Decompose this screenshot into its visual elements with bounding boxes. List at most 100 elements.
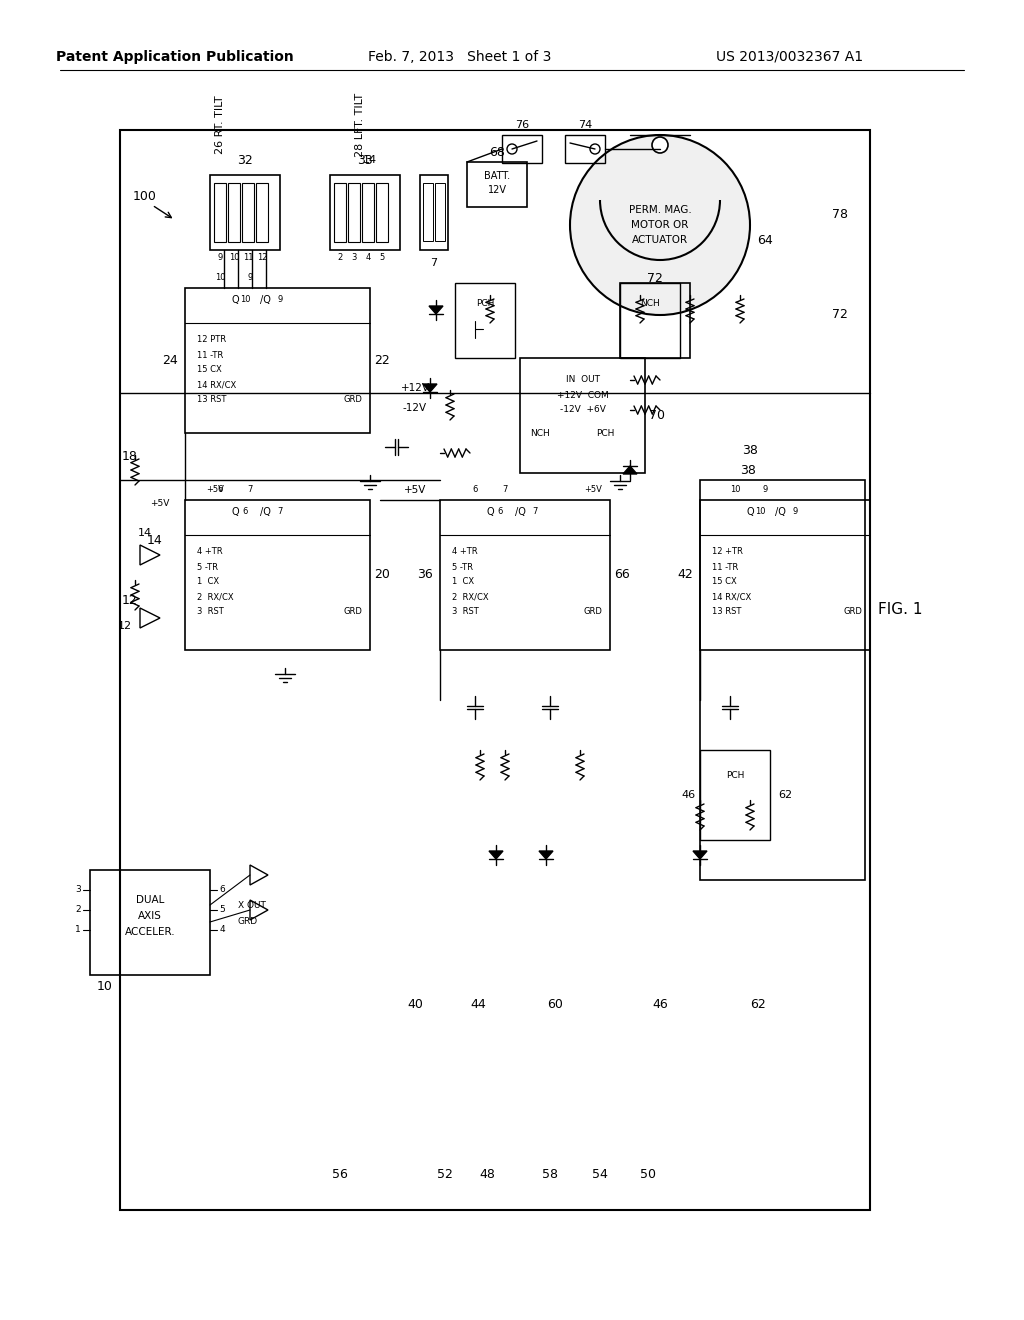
- Text: 1  CX: 1 CX: [197, 578, 219, 586]
- Text: 26 RT. TILT: 26 RT. TILT: [215, 95, 225, 154]
- Text: 2  RX/CX: 2 RX/CX: [452, 593, 488, 602]
- Text: 10: 10: [215, 273, 225, 282]
- Text: 50: 50: [640, 1168, 656, 1181]
- Text: 70: 70: [649, 409, 665, 422]
- Text: 78: 78: [831, 209, 848, 222]
- Bar: [620, 282, 690, 358]
- Text: 5 -TR: 5 -TR: [197, 562, 218, 572]
- Bar: [700, 500, 870, 649]
- Text: FIG. 1: FIG. 1: [878, 602, 923, 618]
- Polygon shape: [489, 851, 503, 859]
- Text: 58: 58: [542, 1168, 558, 1181]
- Bar: [185, 288, 370, 433]
- Bar: [502, 135, 542, 162]
- Text: +12V  COM: +12V COM: [557, 391, 608, 400]
- Text: PCH: PCH: [726, 771, 744, 780]
- Bar: [90, 870, 210, 975]
- Text: 18: 18: [122, 450, 138, 463]
- Text: 24: 24: [162, 354, 178, 367]
- Text: 7: 7: [532, 507, 538, 516]
- Text: NCH: NCH: [530, 429, 550, 437]
- Text: Q: Q: [746, 507, 754, 517]
- Text: 62: 62: [778, 789, 792, 800]
- Bar: [362, 183, 374, 242]
- Text: 10: 10: [730, 486, 740, 495]
- Text: 12: 12: [122, 594, 138, 606]
- Bar: [228, 183, 240, 242]
- Text: 7: 7: [278, 507, 283, 516]
- Text: 14: 14: [362, 154, 377, 165]
- Text: 12 +TR: 12 +TR: [712, 548, 742, 557]
- Text: 42: 42: [677, 569, 693, 582]
- Text: GRD: GRD: [343, 607, 362, 616]
- Text: 9: 9: [278, 296, 283, 305]
- Text: 7: 7: [430, 257, 437, 268]
- Bar: [376, 183, 388, 242]
- Text: 14 RX/CX: 14 RX/CX: [712, 593, 752, 602]
- Text: 72: 72: [833, 309, 848, 322]
- Text: +5V: +5V: [151, 499, 170, 507]
- Text: 32: 32: [238, 153, 253, 166]
- Bar: [435, 183, 445, 242]
- Text: 68: 68: [489, 145, 505, 158]
- Text: ACTUATOR: ACTUATOR: [632, 235, 688, 246]
- Text: +5V: +5V: [584, 486, 602, 495]
- Text: BATT.: BATT.: [484, 172, 510, 181]
- Bar: [256, 183, 268, 242]
- Circle shape: [570, 135, 750, 315]
- Text: 12: 12: [257, 253, 267, 263]
- Text: 11 -TR: 11 -TR: [197, 351, 223, 359]
- Text: 6: 6: [219, 886, 225, 895]
- Text: 13 RST: 13 RST: [712, 607, 741, 616]
- Text: 10: 10: [755, 507, 765, 516]
- Text: ACCELER.: ACCELER.: [125, 927, 175, 937]
- Text: 46: 46: [652, 998, 668, 1011]
- Bar: [210, 176, 280, 249]
- Text: 6: 6: [243, 507, 248, 516]
- Text: GRD: GRD: [343, 396, 362, 404]
- Text: 12V: 12V: [487, 185, 507, 195]
- Bar: [242, 183, 254, 242]
- Text: 38: 38: [742, 444, 758, 457]
- Text: 2: 2: [337, 253, 343, 263]
- Text: +12V: +12V: [400, 383, 429, 393]
- Text: 2: 2: [75, 906, 81, 915]
- Text: 5: 5: [379, 253, 385, 263]
- Bar: [520, 358, 645, 473]
- Text: 4: 4: [366, 253, 371, 263]
- Text: 4 +TR: 4 +TR: [452, 548, 477, 557]
- Circle shape: [590, 144, 600, 154]
- Text: 72: 72: [647, 272, 663, 285]
- Bar: [120, 129, 870, 1210]
- Polygon shape: [250, 900, 268, 920]
- Text: /Q: /Q: [774, 507, 785, 517]
- Text: Q: Q: [231, 507, 239, 517]
- Text: 44: 44: [470, 998, 485, 1011]
- Text: 38: 38: [740, 463, 756, 477]
- Text: Patent Application Publication: Patent Application Publication: [56, 50, 294, 63]
- Text: 9: 9: [763, 486, 768, 495]
- Text: 9: 9: [248, 273, 253, 282]
- Text: 33: 33: [357, 153, 373, 166]
- Text: 28 LFT. TILT: 28 LFT. TILT: [355, 92, 365, 157]
- Text: 40: 40: [408, 998, 423, 1011]
- Text: 15 CX: 15 CX: [712, 578, 736, 586]
- Text: 12 PTR: 12 PTR: [197, 335, 226, 345]
- Text: X OUT: X OUT: [238, 900, 266, 909]
- Bar: [700, 480, 865, 880]
- Polygon shape: [539, 851, 553, 859]
- Text: Q: Q: [486, 507, 494, 517]
- Text: 10: 10: [97, 981, 113, 994]
- Text: 64: 64: [757, 234, 773, 247]
- Text: 6: 6: [498, 507, 503, 516]
- Text: 14: 14: [147, 533, 163, 546]
- Text: 9: 9: [217, 253, 222, 263]
- Text: 7: 7: [248, 486, 253, 495]
- Text: 6: 6: [217, 486, 222, 495]
- Text: PERM. MAG.: PERM. MAG.: [629, 205, 691, 215]
- Text: 66: 66: [614, 569, 630, 582]
- Text: 74: 74: [578, 120, 592, 129]
- Bar: [420, 176, 449, 249]
- Text: 46: 46: [681, 789, 695, 800]
- Text: GRD: GRD: [238, 917, 258, 927]
